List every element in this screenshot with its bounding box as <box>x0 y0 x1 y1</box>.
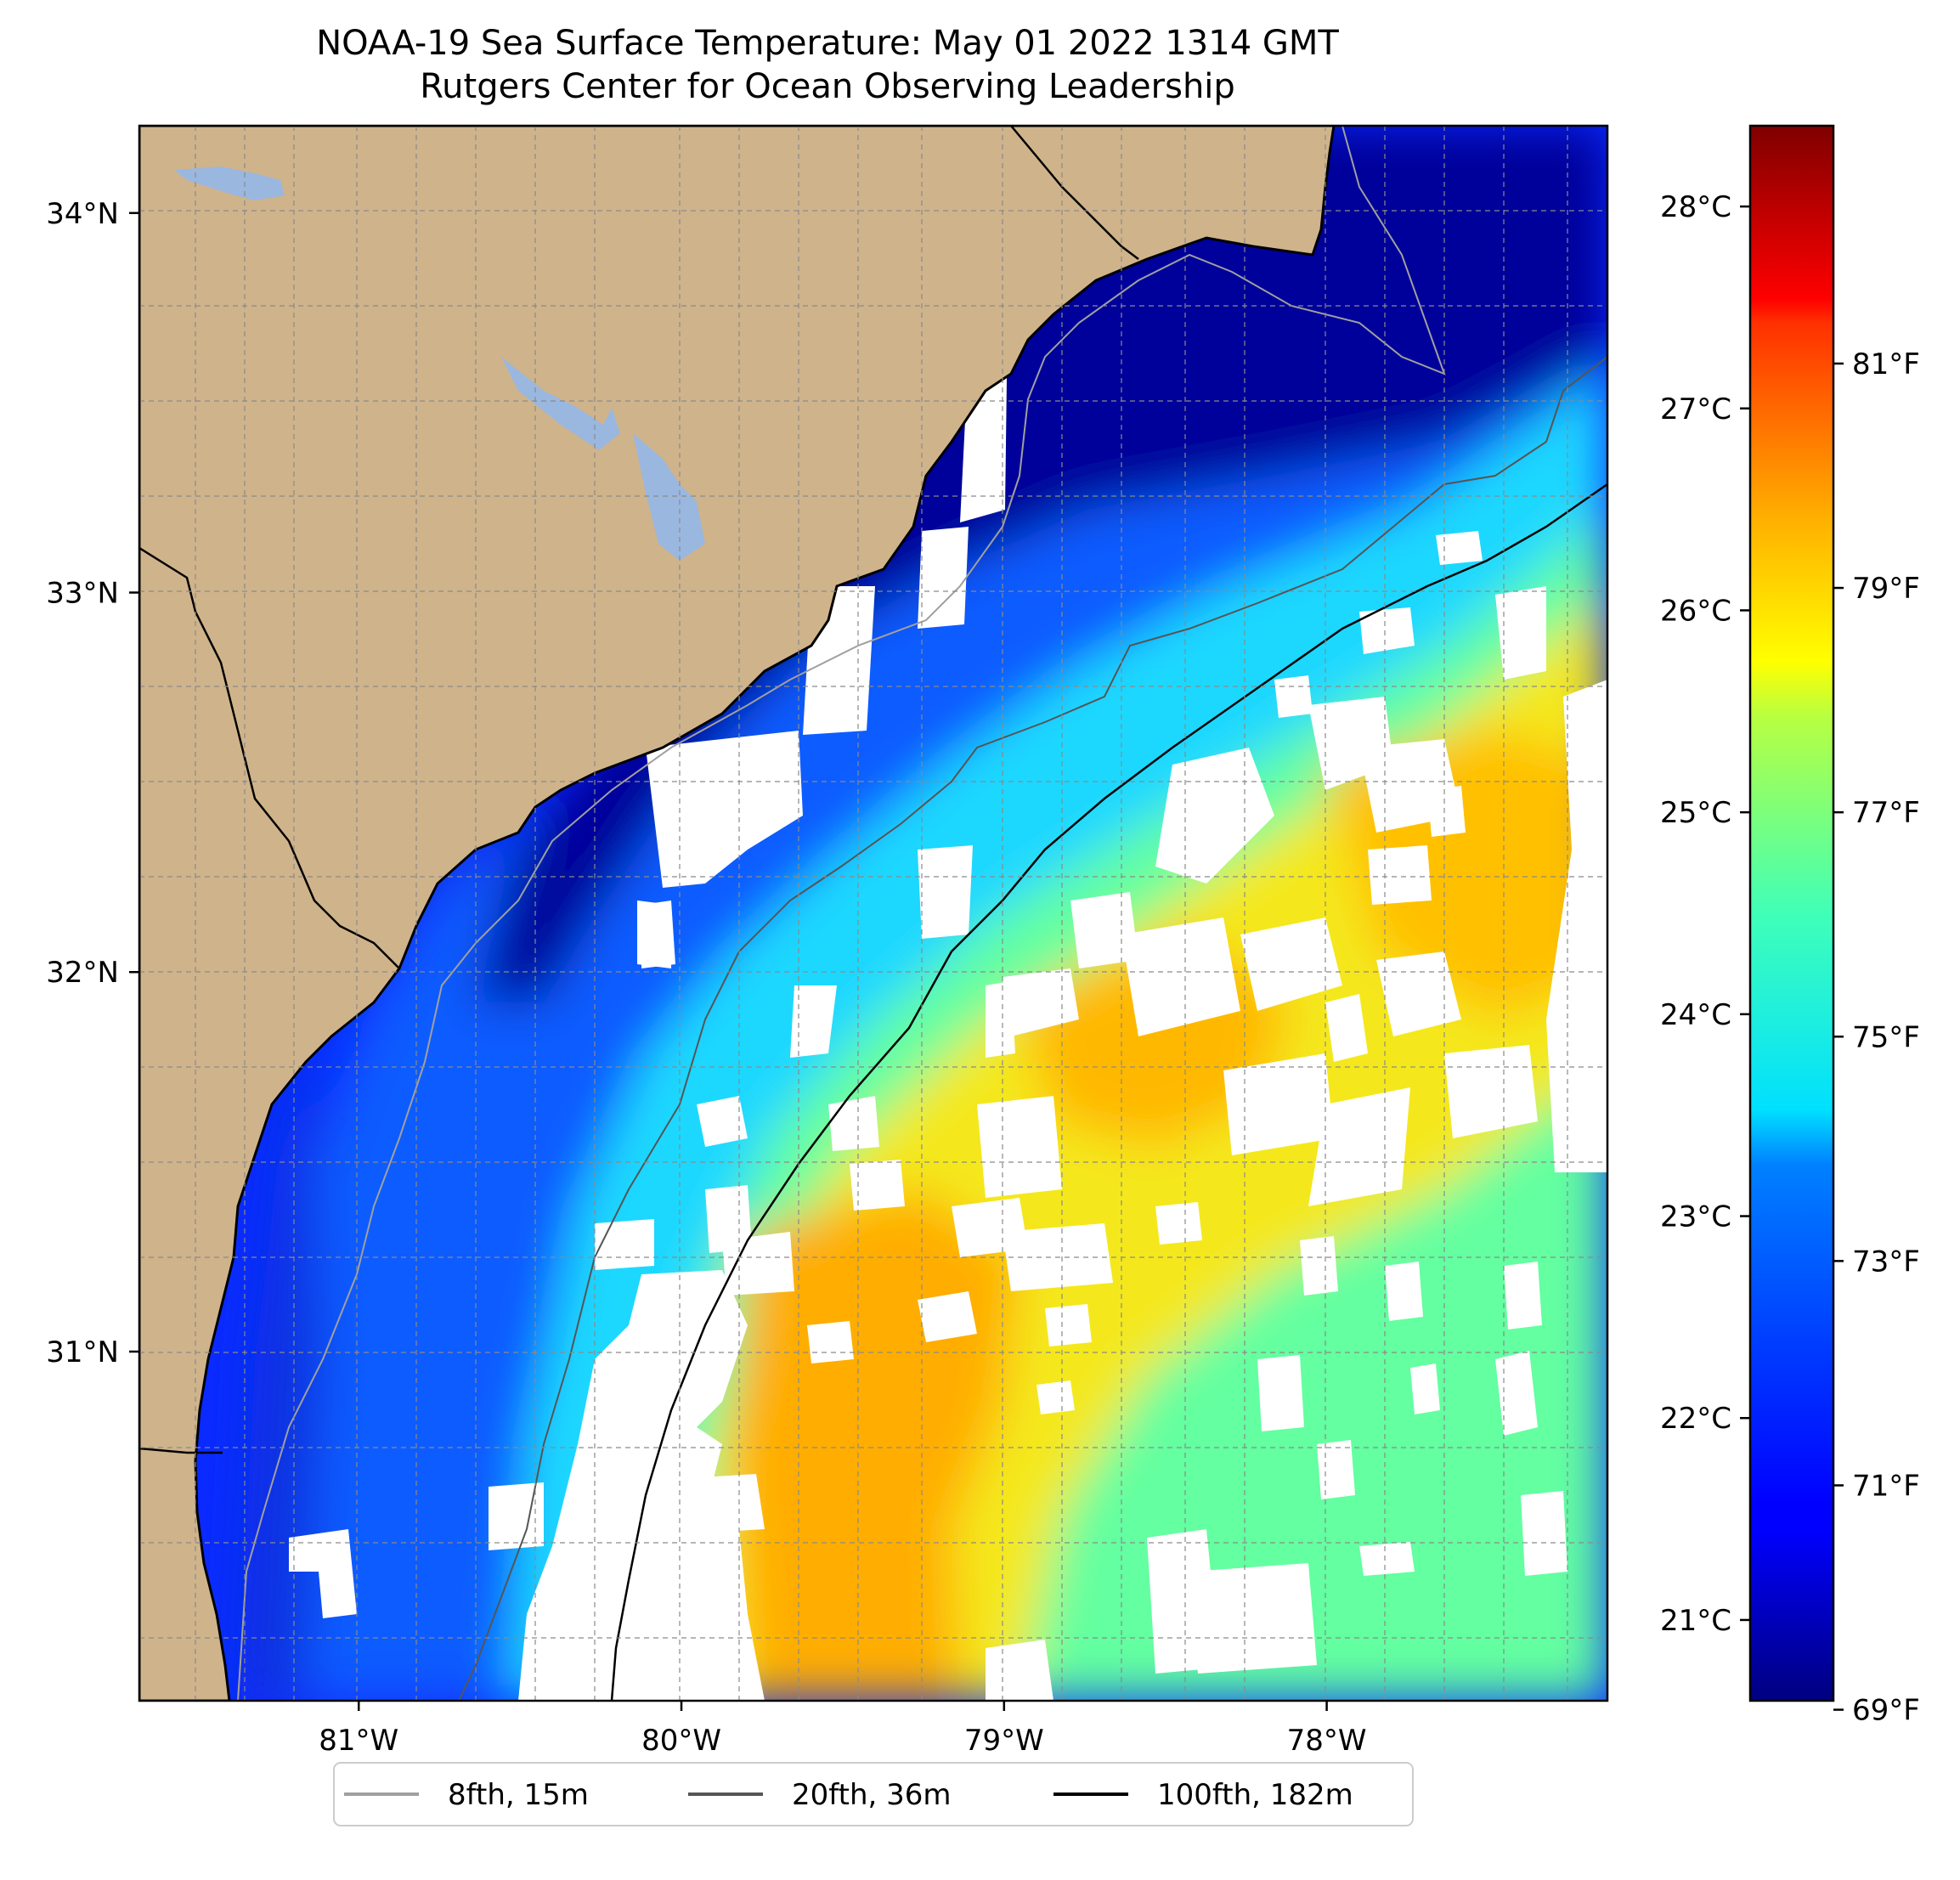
legend-label: 8fth, 15m <box>448 1778 589 1812</box>
map-subtitle: Rutgers Center for Ocean Observing Leade… <box>420 67 1235 106</box>
lake-marion <box>501 357 620 450</box>
celsius-tick-label: 23°C <box>1660 1200 1731 1234</box>
colorbar-gradient <box>1748 124 1835 1702</box>
lon-tick-label: 81°W <box>319 1724 398 1758</box>
fahrenheit-tick-label: 75°F <box>1852 1020 1920 1054</box>
fahrenheit-tick-label: 69°F <box>1852 1694 1920 1728</box>
colorbar-fahrenheit-axis: 69°F 71°F 73°F 75°F 77°F 79°F 81°F <box>1833 347 1920 1728</box>
state-boundary-nc-sc <box>1010 126 1139 260</box>
contour-8fth <box>237 126 1446 1701</box>
map-area <box>139 126 1607 1701</box>
celsius-tick-label: 28°C <box>1660 190 1731 224</box>
celsius-tick-label: 26°C <box>1660 594 1731 628</box>
contour-20fth <box>458 356 1607 1701</box>
legend-label: 100fth, 182m <box>1157 1778 1353 1812</box>
celsius-tick-label: 24°C <box>1660 998 1731 1032</box>
state-boundary-ga-fl <box>139 1447 223 1454</box>
land-mass <box>139 126 1336 1701</box>
lon-tick-label: 78°W <box>1287 1724 1367 1758</box>
lake-moultrie <box>633 433 705 561</box>
celsius-tick-label: 27°C <box>1660 392 1731 426</box>
lat-tick-label: 33°N <box>46 576 119 610</box>
lake-upper <box>174 167 285 200</box>
map-title: NOAA-19 Sea Surface Temperature: May 01 … <box>316 24 1339 63</box>
contour-100fth <box>610 483 1607 1701</box>
legend: 8fth, 15m 20fth, 36m 100fth, 182m <box>333 1762 1414 1826</box>
celsius-tick-label: 21°C <box>1660 1604 1731 1638</box>
celsius-tick-label: 22°C <box>1660 1402 1731 1436</box>
map-frame <box>138 124 1609 1702</box>
legend-frame <box>333 1762 1414 1826</box>
legend-label: 20fth, 36m <box>792 1778 952 1812</box>
longitude-axis: 81°W 80°W 79°W 78°W <box>319 1701 1367 1758</box>
colorbar: 21°C 22°C 23°C 24°C 25°C 26°C 27°C 28°C 69°F 71°… <box>1660 124 1920 1728</box>
fahrenheit-tick-label: 71°F <box>1852 1469 1920 1503</box>
fahrenheit-tick-label: 77°F <box>1852 796 1920 830</box>
gridlines <box>139 126 1607 1701</box>
lat-tick-label: 31°N <box>46 1335 119 1369</box>
celsius-tick-label: 25°C <box>1660 796 1731 830</box>
lat-tick-label: 32°N <box>46 956 119 990</box>
lat-tick-label: 34°N <box>46 197 119 231</box>
fahrenheit-tick-label: 79°F <box>1852 572 1920 606</box>
lon-tick-label: 79°W <box>964 1724 1044 1758</box>
state-boundary-sc-ga <box>139 546 400 969</box>
sst-band-navy <box>476 126 1607 1002</box>
lon-tick-label: 80°W <box>641 1724 721 1758</box>
sst-band-inshore <box>238 765 527 1701</box>
latitude-axis: 34°N 33°N 32°N 31°N <box>46 197 139 1369</box>
fahrenheit-tick-label: 73°F <box>1852 1245 1920 1279</box>
colorbar-celsius-axis: 21°C 22°C 23°C 24°C 25°C 26°C 27°C 28°C <box>1660 190 1750 1638</box>
fahrenheit-tick-label: 81°F <box>1852 347 1920 381</box>
